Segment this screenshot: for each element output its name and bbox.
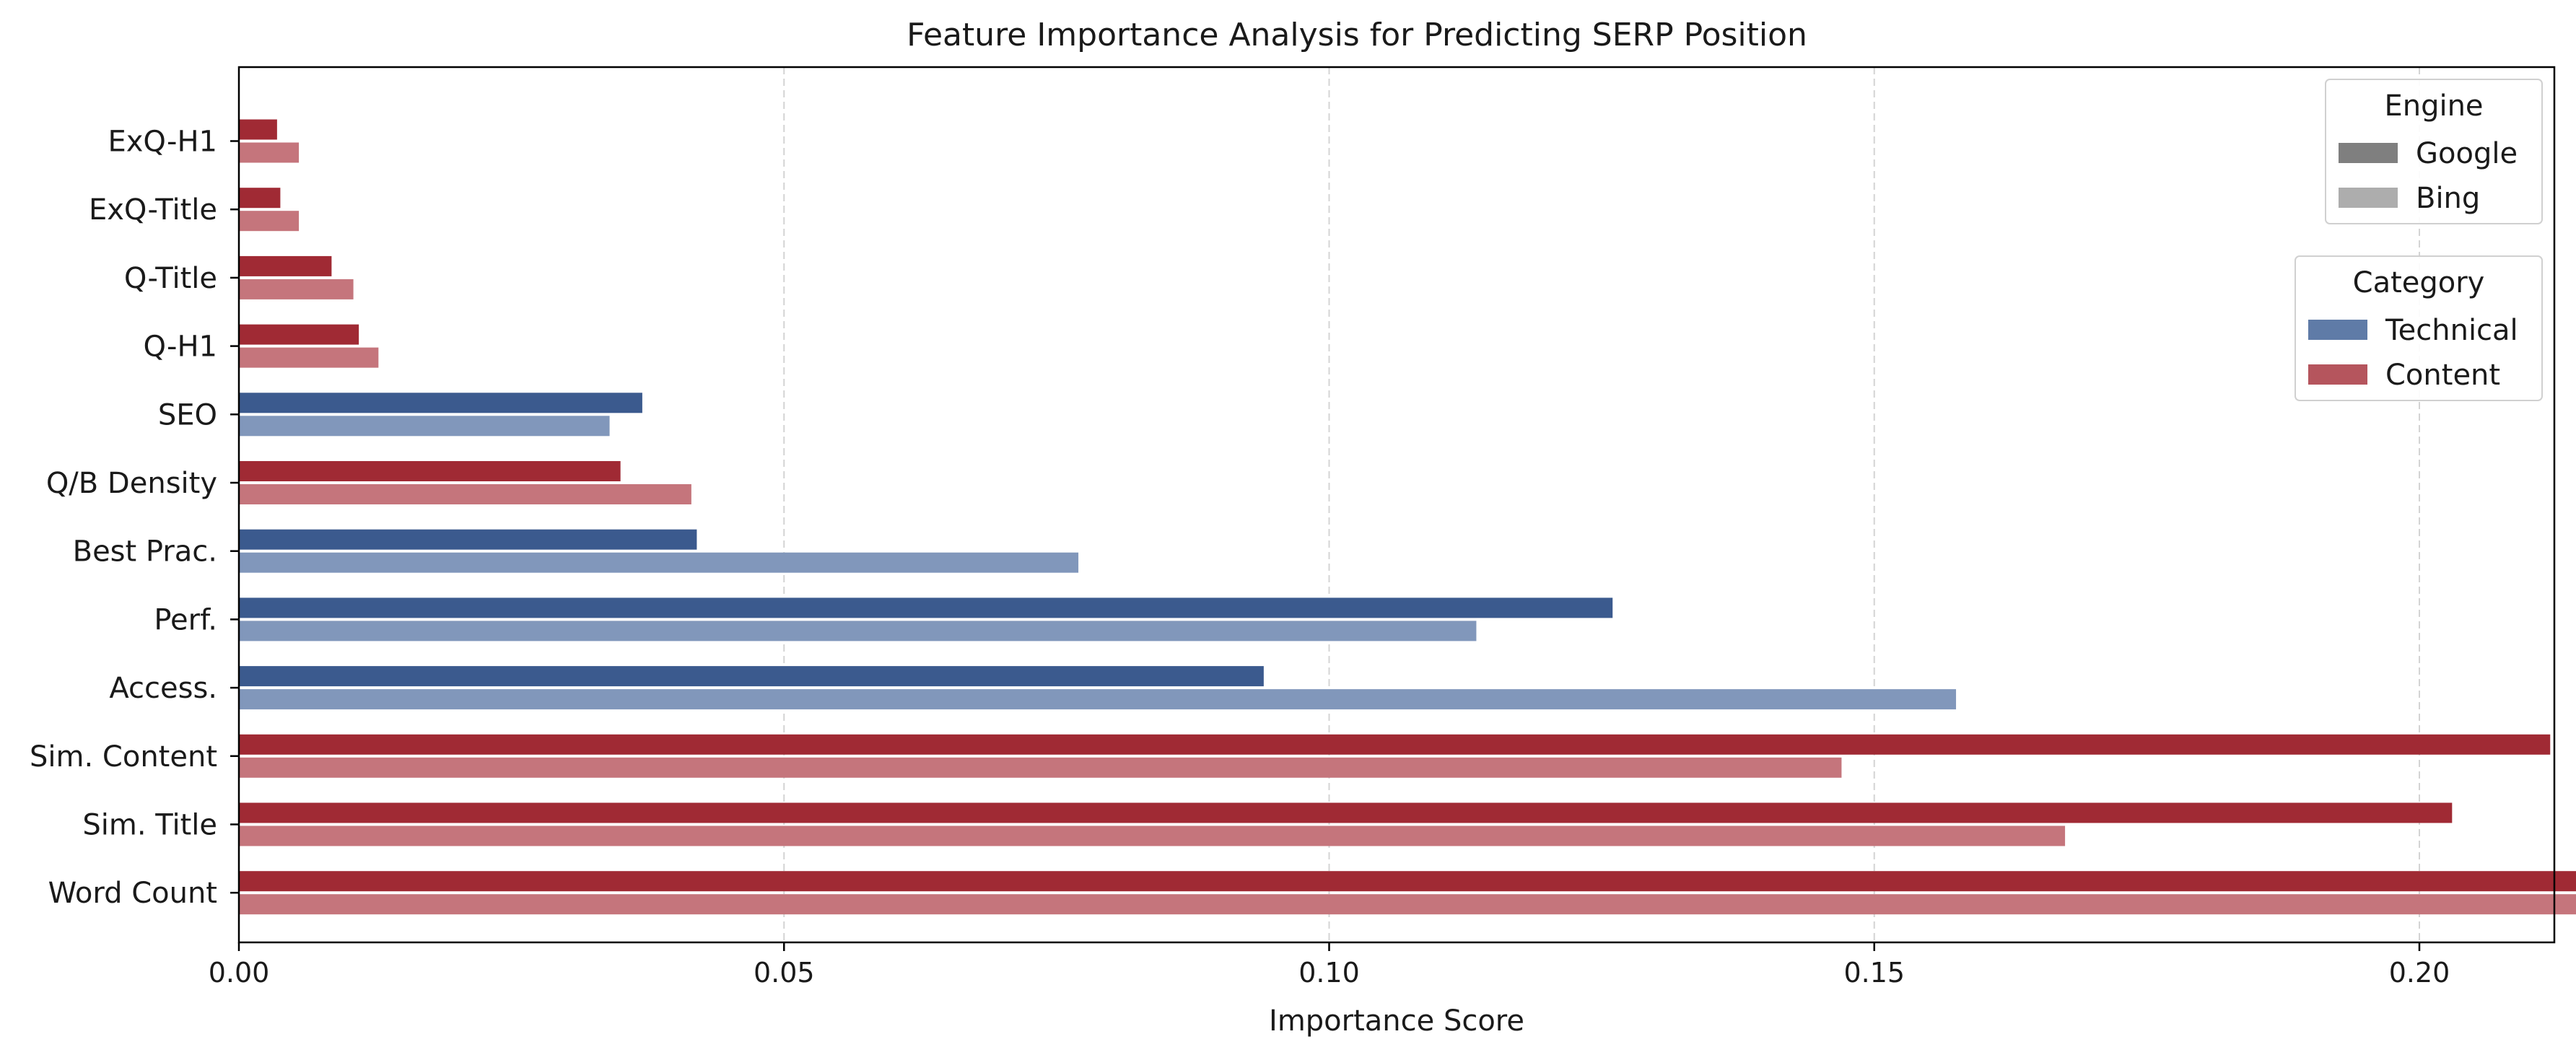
x-tick-label: 0.05 [754, 957, 815, 989]
bar-google-q-b-density [239, 461, 621, 481]
bar-bing-seo [239, 416, 610, 437]
bar-bing-perf [239, 621, 1477, 641]
legend-label-technical: Technical [2385, 314, 2518, 347]
bar-bing-sim-title [239, 825, 2066, 846]
bar-google-seo [239, 393, 642, 413]
x-axis-label: Importance Score [1269, 1004, 1524, 1038]
legend-label-content: Content [2385, 359, 2500, 392]
bar-bing-q-title [239, 279, 354, 299]
legend-swatch-bing [2339, 188, 2398, 208]
x-tick-label: 0.20 [2389, 957, 2450, 989]
bar-google-best-prac [239, 529, 697, 550]
bar-google-sim-content [239, 734, 2551, 755]
y-tick-label: SEO [158, 398, 217, 432]
bar-bing-exq-title [239, 211, 300, 232]
gridlines [783, 67, 2420, 942]
y-tick-label: Word Count [48, 877, 217, 910]
legend-swatch-technical [2308, 320, 2367, 340]
x-tick-label: 0.00 [209, 957, 270, 989]
legend-title: Engine [2384, 89, 2483, 123]
bar-bing-sim-content [239, 757, 1842, 778]
bar-bing-word-count [239, 894, 2576, 915]
y-tick-label: ExQ-H1 [108, 126, 217, 159]
bar-google-exq-h1 [239, 119, 277, 140]
y-tick-label: Sim. Title [82, 809, 217, 842]
x-axis-ticks: 0.00 0.05 0.10 0.15 0.20 [209, 942, 2450, 989]
x-tick-label: 0.10 [1298, 957, 1360, 989]
legend-label-google: Google [2416, 137, 2518, 170]
legends: Engine Google Bing Category Technical Content [2295, 79, 2543, 401]
bar-google-q-title [239, 255, 332, 276]
legend-swatch-google [2339, 143, 2398, 163]
bar-bing-q-b-density [239, 484, 691, 504]
bar-google-word-count [239, 871, 2576, 892]
bar-bing-exq-h1 [239, 142, 300, 163]
bar-google-perf [239, 597, 1613, 618]
bar-google-sim-title [239, 802, 2453, 823]
legend-title: Category [2353, 266, 2485, 299]
bars [239, 119, 2576, 915]
y-tick-label: Q-Title [124, 262, 217, 295]
y-tick-label: Best Prac. [73, 535, 217, 569]
y-tick-label: Q-H1 [143, 330, 217, 364]
bar-google-q-h1 [239, 324, 359, 345]
bar-bing-q-h1 [239, 347, 379, 368]
y-tick-label: Sim. Content [30, 740, 217, 774]
plot-area-frame [237, 66, 2556, 944]
bar-bing-best-prac [239, 552, 1079, 573]
legend-label-bing: Bing [2416, 182, 2480, 215]
bar-google-access [239, 666, 1264, 687]
bar-google-exq-title [239, 188, 281, 209]
legend-swatch-content [2308, 364, 2367, 385]
chart-title: Feature Importance Analysis for Predicti… [907, 17, 1807, 53]
legend-category: Category Technical Content [2295, 255, 2543, 401]
y-tick-label: Access. [109, 672, 217, 705]
x-tick-label: 0.15 [1843, 957, 1905, 989]
y-axis-ticks: ExQ-H1 ExQ-Title Q-Title Q-H1 SEO Q/B Density… [30, 126, 239, 910]
bar-bing-access [239, 689, 1957, 710]
y-tick-label: Q/B Density [46, 467, 217, 500]
y-tick-label: ExQ-Title [89, 193, 217, 227]
legend-engine: Engine Google Bing [2325, 79, 2543, 224]
y-tick-label: Perf. [154, 603, 217, 636]
